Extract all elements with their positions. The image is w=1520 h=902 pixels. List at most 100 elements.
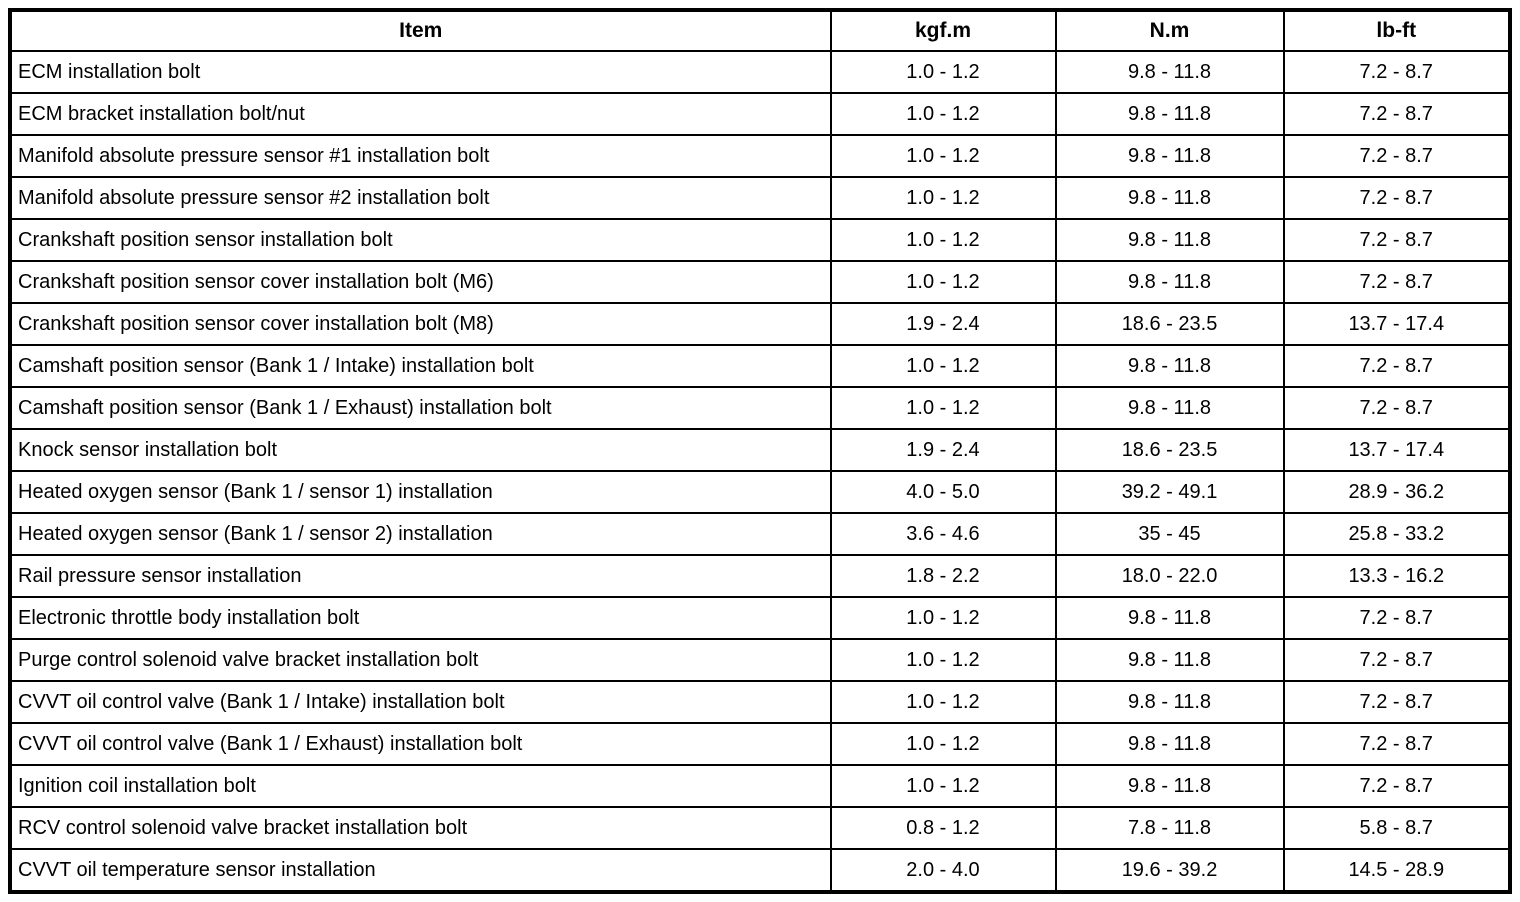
nm-cell: 9.8 - 11.8 — [1054, 259, 1285, 304]
table-row: ECM bracket installation bolt/nut 1.0 - … — [9, 91, 1511, 136]
col-header-kgfm: kgf.m — [829, 9, 1057, 52]
item-cell: Camshaft position sensor (Bank 1 / Intak… — [9, 343, 832, 388]
lbft-cell: 7.2 - 8.7 — [1282, 217, 1511, 262]
lbft-cell: 7.2 - 8.7 — [1282, 175, 1511, 220]
item-cell: ECM installation bolt — [9, 50, 832, 94]
table-row: Crankshaft position sensor cover install… — [9, 259, 1511, 304]
table-row: Manifold absolute pressure sensor #1 ins… — [9, 133, 1511, 178]
kgfm-cell: 0.8 - 1.2 — [829, 805, 1057, 850]
item-cell: Manifold absolute pressure sensor #2 ins… — [9, 175, 832, 220]
lbft-cell: 7.2 - 8.7 — [1282, 679, 1511, 724]
nm-cell: 9.8 - 11.8 — [1054, 175, 1285, 220]
nm-cell: 9.8 - 11.8 — [1054, 91, 1285, 136]
item-cell: Crankshaft position sensor cover install… — [9, 301, 832, 346]
kgfm-cell: 1.0 - 1.2 — [829, 385, 1057, 430]
item-cell: CVVT oil temperature sensor installation — [9, 847, 832, 894]
nm-cell: 9.8 - 11.8 — [1054, 595, 1285, 640]
item-cell: Crankshaft position sensor installation … — [9, 217, 832, 262]
item-cell: Heated oxygen sensor (Bank 1 / sensor 1)… — [9, 469, 832, 514]
lbft-cell: 13.3 - 16.2 — [1282, 553, 1511, 598]
lbft-cell: 7.2 - 8.7 — [1282, 595, 1511, 640]
col-header-lbft: lb-ft — [1282, 9, 1511, 52]
lbft-cell: 7.2 - 8.7 — [1282, 721, 1511, 766]
table-row: ECM installation bolt 1.0 - 1.2 9.8 - 11… — [9, 50, 1511, 94]
table-row: Camshaft position sensor (Bank 1 / Exhau… — [9, 385, 1511, 430]
kgfm-cell: 1.0 - 1.2 — [829, 175, 1057, 220]
kgfm-cell: 1.0 - 1.2 — [829, 259, 1057, 304]
table-row: RCV control solenoid valve bracket insta… — [9, 805, 1511, 850]
item-cell: CVVT oil control valve (Bank 1 / Intake)… — [9, 679, 832, 724]
lbft-cell: 13.7 - 17.4 — [1282, 301, 1511, 346]
table-body: ECM installation bolt 1.0 - 1.2 9.8 - 11… — [9, 50, 1511, 894]
nm-cell: 18.6 - 23.5 — [1054, 427, 1285, 472]
nm-cell: 9.8 - 11.8 — [1054, 343, 1285, 388]
item-cell: Crankshaft position sensor cover install… — [9, 259, 832, 304]
kgfm-cell: 1.0 - 1.2 — [829, 679, 1057, 724]
lbft-cell: 7.2 - 8.7 — [1282, 133, 1511, 178]
kgfm-cell: 3.6 - 4.6 — [829, 511, 1057, 556]
nm-cell: 9.8 - 11.8 — [1054, 385, 1285, 430]
kgfm-cell: 1.0 - 1.2 — [829, 763, 1057, 808]
kgfm-cell: 1.8 - 2.2 — [829, 553, 1057, 598]
table-row: Crankshaft position sensor cover install… — [9, 301, 1511, 346]
lbft-cell: 7.2 - 8.7 — [1282, 763, 1511, 808]
lbft-cell: 7.2 - 8.7 — [1282, 637, 1511, 682]
kgfm-cell: 1.9 - 2.4 — [829, 427, 1057, 472]
kgfm-cell: 1.0 - 1.2 — [829, 217, 1057, 262]
nm-cell: 9.8 - 11.8 — [1054, 637, 1285, 682]
table-row: Ignition coil installation bolt 1.0 - 1.… — [9, 763, 1511, 808]
lbft-cell: 7.2 - 8.7 — [1282, 343, 1511, 388]
lbft-cell: 28.9 - 36.2 — [1282, 469, 1511, 514]
lbft-cell: 13.7 - 17.4 — [1282, 427, 1511, 472]
kgfm-cell: 1.0 - 1.2 — [829, 50, 1057, 94]
lbft-cell: 7.2 - 8.7 — [1282, 91, 1511, 136]
nm-cell: 9.8 - 11.8 — [1054, 679, 1285, 724]
nm-cell: 9.8 - 11.8 — [1054, 763, 1285, 808]
kgfm-cell: 1.0 - 1.2 — [829, 637, 1057, 682]
table-row: Heated oxygen sensor (Bank 1 / sensor 1)… — [9, 469, 1511, 514]
nm-cell: 9.8 - 11.8 — [1054, 721, 1285, 766]
kgfm-cell: 1.0 - 1.2 — [829, 91, 1057, 136]
kgfm-cell: 2.0 - 4.0 — [829, 847, 1057, 894]
torque-spec-table: Item kgf.m N.m lb-ft ECM installation bo… — [8, 8, 1512, 894]
lbft-cell: 25.8 - 33.2 — [1282, 511, 1511, 556]
table-row: Rail pressure sensor installation 1.8 - … — [9, 553, 1511, 598]
table-row: Camshaft position sensor (Bank 1 / Intak… — [9, 343, 1511, 388]
table-row: CVVT oil control valve (Bank 1 / Exhaust… — [9, 721, 1511, 766]
item-cell: RCV control solenoid valve bracket insta… — [9, 805, 832, 850]
table-row: Heated oxygen sensor (Bank 1 / sensor 2)… — [9, 511, 1511, 556]
item-cell: Ignition coil installation bolt — [9, 763, 832, 808]
lbft-cell: 7.2 - 8.7 — [1282, 259, 1511, 304]
col-header-nm: N.m — [1054, 9, 1285, 52]
kgfm-cell: 1.0 - 1.2 — [829, 133, 1057, 178]
kgfm-cell: 1.0 - 1.2 — [829, 595, 1057, 640]
lbft-cell: 7.2 - 8.7 — [1282, 385, 1511, 430]
item-cell: Heated oxygen sensor (Bank 1 / sensor 2)… — [9, 511, 832, 556]
item-cell: ECM bracket installation bolt/nut — [9, 91, 832, 136]
item-cell: Manifold absolute pressure sensor #1 ins… — [9, 133, 832, 178]
table-row: Manifold absolute pressure sensor #2 ins… — [9, 175, 1511, 220]
table-row: CVVT oil control valve (Bank 1 / Intake)… — [9, 679, 1511, 724]
item-cell: CVVT oil control valve (Bank 1 / Exhaust… — [9, 721, 832, 766]
header-row: Item kgf.m N.m lb-ft — [9, 9, 1511, 52]
lbft-cell: 14.5 - 28.9 — [1282, 847, 1511, 894]
nm-cell: 7.8 - 11.8 — [1054, 805, 1285, 850]
kgfm-cell: 1.0 - 1.2 — [829, 343, 1057, 388]
table-row: Crankshaft position sensor installation … — [9, 217, 1511, 262]
item-cell: Purge control solenoid valve bracket ins… — [9, 637, 832, 682]
item-cell: Electronic throttle body installation bo… — [9, 595, 832, 640]
lbft-cell: 5.8 - 8.7 — [1282, 805, 1511, 850]
nm-cell: 9.8 - 11.8 — [1054, 133, 1285, 178]
kgfm-cell: 1.9 - 2.4 — [829, 301, 1057, 346]
kgfm-cell: 4.0 - 5.0 — [829, 469, 1057, 514]
nm-cell: 9.8 - 11.8 — [1054, 50, 1285, 94]
table-row: Purge control solenoid valve bracket ins… — [9, 637, 1511, 682]
nm-cell: 39.2 - 49.1 — [1054, 469, 1285, 514]
col-header-item: Item — [9, 9, 832, 52]
item-cell: Camshaft position sensor (Bank 1 / Exhau… — [9, 385, 832, 430]
lbft-cell: 7.2 - 8.7 — [1282, 50, 1511, 94]
nm-cell: 18.0 - 22.0 — [1054, 553, 1285, 598]
table-row: Knock sensor installation bolt 1.9 - 2.4… — [9, 427, 1511, 472]
item-cell: Rail pressure sensor installation — [9, 553, 832, 598]
